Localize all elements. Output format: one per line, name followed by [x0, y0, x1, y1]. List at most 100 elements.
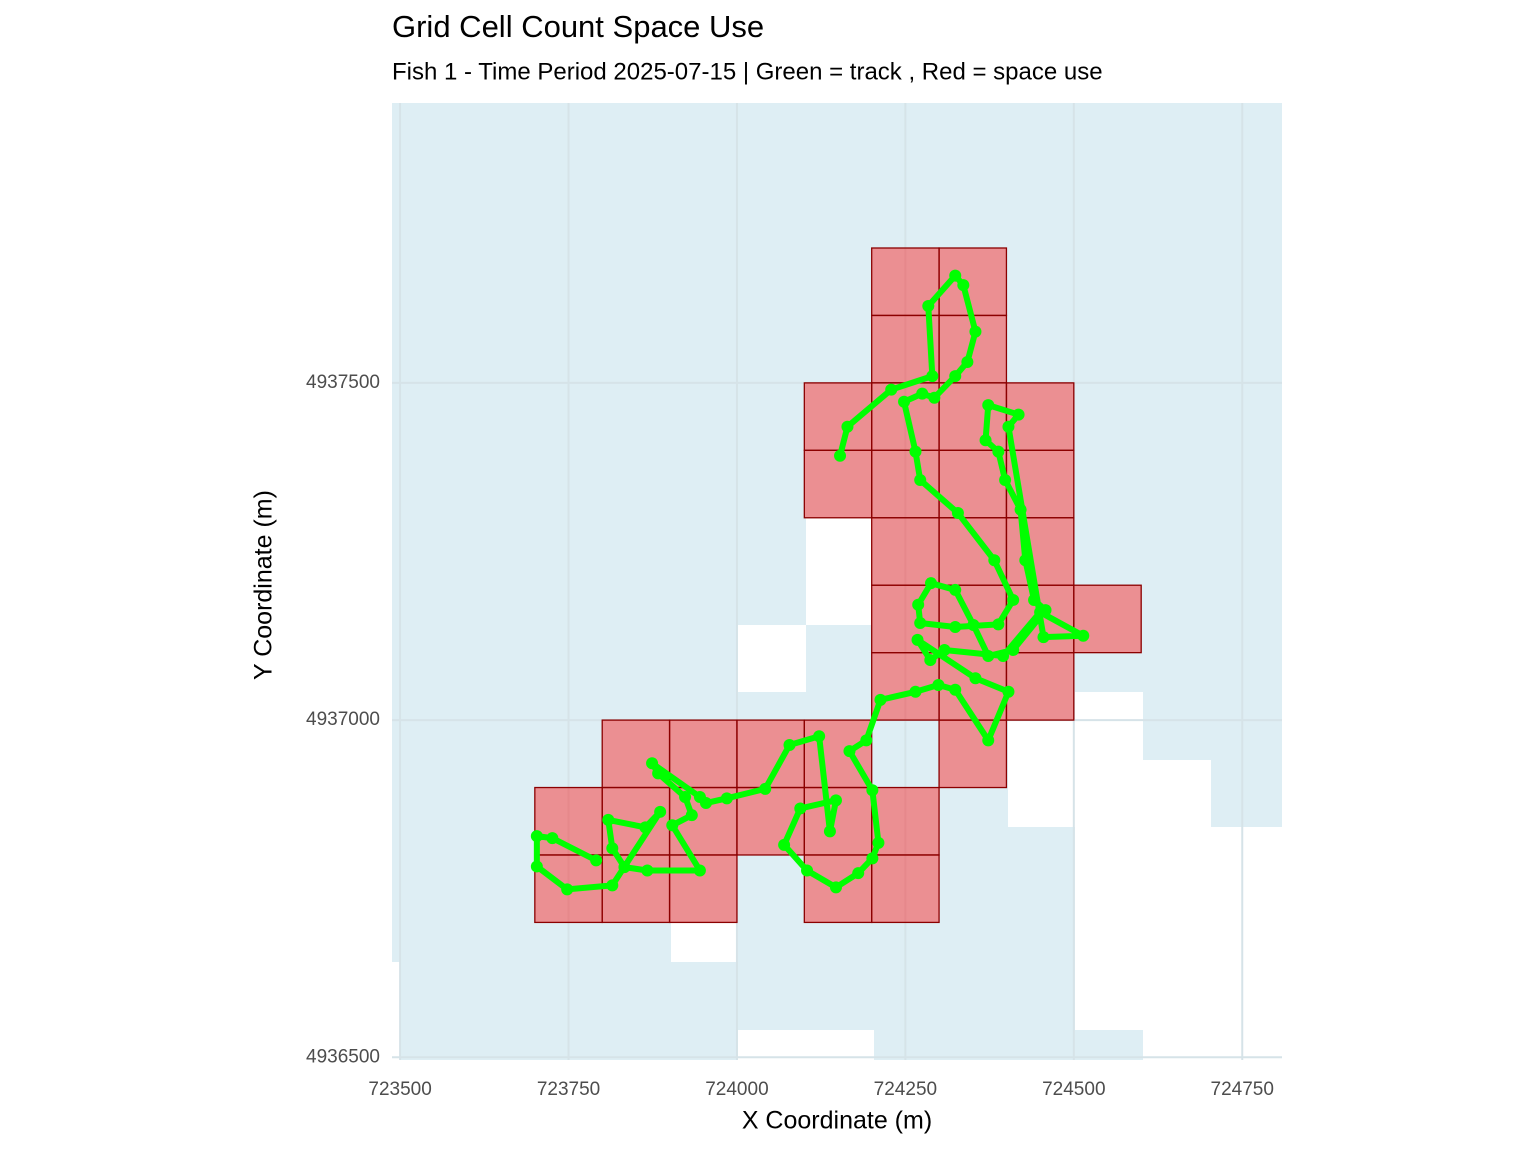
- track-point: [924, 577, 937, 590]
- track-point: [988, 554, 1001, 567]
- space-use-cell: [1005, 517, 1075, 586]
- land: [738, 625, 806, 692]
- land: [1143, 760, 1211, 1060]
- track-point: [982, 650, 995, 663]
- track-point: [982, 734, 995, 747]
- track-point: [801, 864, 814, 877]
- track-point: [1019, 554, 1032, 567]
- track-point: [685, 809, 698, 822]
- track-point: [967, 619, 980, 631]
- track-point: [999, 474, 1012, 486]
- x-axis-label: X Coordinate (m): [742, 1107, 932, 1135]
- track-point: [546, 832, 559, 845]
- track-point: [1007, 643, 1020, 656]
- track-point: [813, 730, 826, 743]
- track-point: [949, 269, 962, 282]
- track-point: [652, 767, 665, 780]
- track-point: [852, 867, 865, 880]
- track-point: [666, 819, 679, 832]
- land: [392, 962, 400, 1060]
- track-point: [561, 883, 574, 896]
- x-tick-label: 724500: [1042, 1079, 1105, 1100]
- track-point: [679, 790, 692, 803]
- track-point: [997, 650, 1010, 663]
- track-point: [1002, 685, 1015, 698]
- track-point: [911, 633, 924, 646]
- track-point: [1034, 606, 1047, 619]
- land: [1008, 720, 1075, 827]
- track-point: [949, 583, 962, 596]
- track-point: [912, 598, 925, 611]
- track-point: [843, 745, 856, 758]
- chart-subtitle: Fish 1 - Time Period 2025-07-15 | Green …: [392, 58, 1103, 85]
- track-point: [778, 838, 791, 851]
- track-point: [957, 279, 970, 292]
- track-point: [926, 370, 939, 383]
- track-point: [949, 683, 962, 696]
- track-point: [618, 861, 631, 874]
- y-tick-label: 4937500: [306, 372, 380, 393]
- track-point: [909, 685, 922, 698]
- track-point: [606, 842, 619, 855]
- space-use-cell: [938, 382, 1008, 451]
- track-point: [949, 370, 962, 383]
- track-point: [530, 830, 543, 843]
- space-use-cell: [871, 584, 940, 654]
- track-point: [866, 852, 879, 865]
- y-axis-label: Y Coordinate (m): [250, 490, 278, 680]
- track-point: [1012, 408, 1025, 421]
- chart-title: Grid Cell Count Space Use: [392, 9, 764, 44]
- space-use-cell: [1005, 652, 1075, 721]
- x-tick-label: 724750: [1211, 1079, 1274, 1100]
- track-point: [590, 854, 603, 867]
- track-point: [720, 792, 733, 805]
- track-point: [914, 616, 927, 629]
- space-use-cell: [803, 719, 873, 789]
- space-use-cell: [1073, 584, 1142, 654]
- y-tick-label: 4936500: [306, 1046, 380, 1067]
- track-point: [928, 391, 941, 404]
- track-point: [932, 679, 945, 692]
- track-point: [866, 784, 879, 797]
- track-point: [823, 825, 836, 838]
- track-point: [949, 621, 962, 634]
- track-point: [654, 805, 667, 818]
- track-point: [969, 672, 982, 685]
- x-tick-label: 723500: [368, 1079, 431, 1100]
- track-point: [639, 821, 652, 834]
- track-point: [530, 860, 543, 873]
- track-point: [924, 654, 937, 667]
- track-point: [916, 387, 929, 400]
- track-point: [794, 802, 807, 815]
- space-use-cell: [871, 854, 940, 924]
- track-point: [982, 399, 995, 412]
- track-point: [1037, 631, 1050, 644]
- track-point: [602, 813, 615, 826]
- x-tick-label: 723750: [537, 1079, 600, 1100]
- water-background: [392, 103, 1282, 1060]
- space-use-cell: [668, 854, 738, 924]
- track-point: [1014, 503, 1027, 516]
- track-point: [898, 395, 911, 408]
- track-point: [829, 794, 842, 807]
- track-point: [829, 881, 842, 894]
- land: [806, 518, 872, 625]
- land: [671, 922, 738, 962]
- track-point: [969, 325, 982, 338]
- track-point: [874, 693, 887, 706]
- track-point: [922, 300, 935, 312]
- x-tick-label: 724250: [874, 1079, 937, 1100]
- x-tick-label: 724000: [705, 1079, 768, 1100]
- track-point: [860, 734, 873, 747]
- space-use-cell: [871, 517, 940, 586]
- axes: 723500 723750 724000 724250 724500 724750 4936…: [306, 372, 1274, 1100]
- track-point: [1028, 594, 1041, 607]
- track-point: [992, 445, 1005, 458]
- track-point: [641, 864, 654, 877]
- y-tick-label: 4937000: [306, 709, 380, 730]
- track-point: [841, 420, 854, 433]
- track-point: [1007, 594, 1020, 607]
- track-point: [1002, 420, 1015, 433]
- space-use-cell: [938, 719, 1008, 789]
